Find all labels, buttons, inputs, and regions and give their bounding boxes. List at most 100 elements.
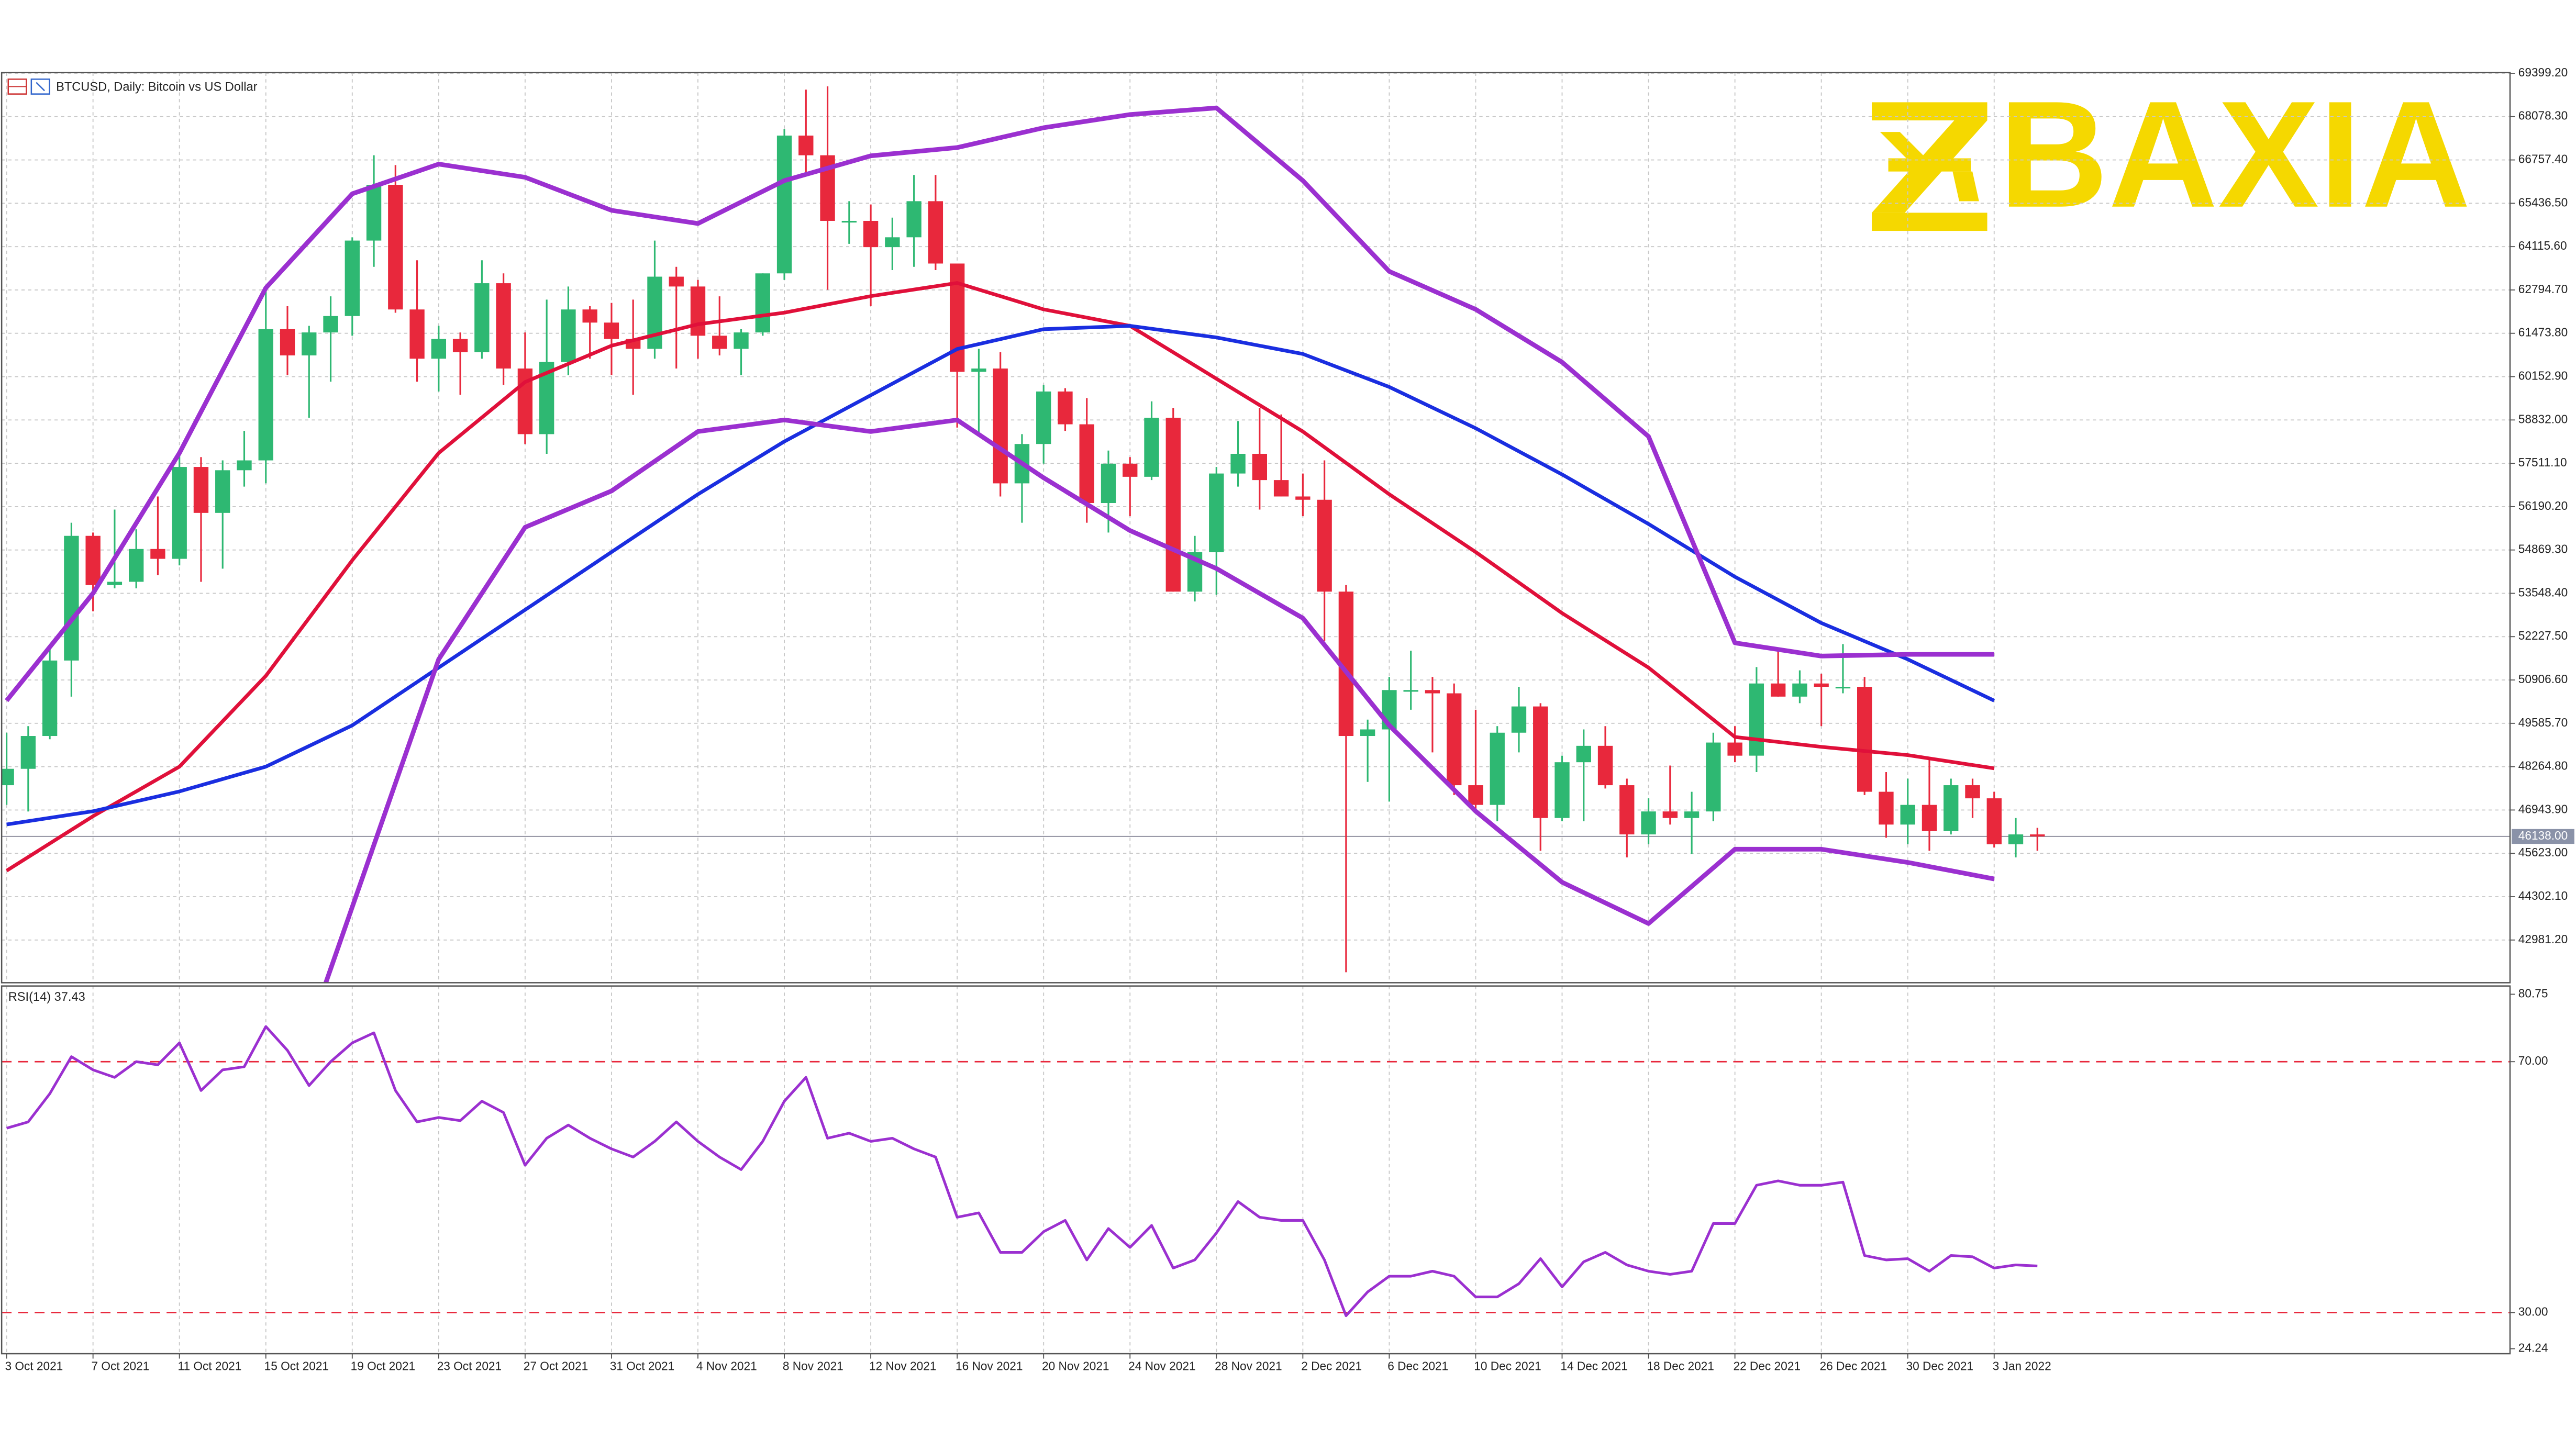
- rsi-title: RSI(14) 37.43: [8, 990, 85, 1004]
- y-tick-label: 53548.40: [2518, 585, 2568, 599]
- candle-body: [1036, 391, 1051, 444]
- candle-body: [1770, 683, 1786, 697]
- x-tick-label: 15 Oct 2021: [264, 1359, 329, 1372]
- candle-body: [1360, 729, 1375, 736]
- candle-body: [906, 201, 921, 238]
- y-tick-label: 52227.50: [2518, 629, 2568, 642]
- x-tick-label: 8 Nov 2021: [783, 1359, 843, 1372]
- candle-body: [712, 336, 727, 349]
- candle-body: [2030, 834, 2045, 836]
- candle-body: [1533, 706, 1548, 818]
- candle-body: [1597, 745, 1613, 786]
- y-tick-label: 42981.20: [2518, 932, 2568, 946]
- candle-body: [1576, 745, 1591, 763]
- x-tick-label: 27 Oct 2021: [524, 1359, 588, 1372]
- x-tick-label: 24 Nov 2021: [1128, 1359, 1195, 1372]
- candle-body: [1900, 805, 1915, 825]
- candle-body: [20, 736, 36, 769]
- x-tick-label: 26 Dec 2021: [1819, 1359, 1886, 1372]
- y-tick-label: 64115.60: [2518, 239, 2567, 252]
- candle-body: [1144, 418, 1159, 477]
- x-tick-label: 23 Oct 2021: [437, 1359, 502, 1372]
- candle-body: [582, 309, 597, 323]
- y-tick-label: 70.00: [2518, 1054, 2548, 1067]
- candle-body: [928, 201, 943, 264]
- candle-body: [129, 549, 144, 582]
- candle-body: [1641, 811, 1656, 835]
- candle-body: [409, 309, 425, 359]
- chart-header: BTCUSD, Daily: Bitcoin vs US Dollar: [56, 80, 258, 94]
- x-tick-label: 3 Jan 2022: [1993, 1359, 2051, 1372]
- candle-body: [690, 286, 706, 336]
- candle-body: [1555, 762, 1570, 818]
- candle-body: [107, 582, 123, 585]
- y-tick-label: 58832.00: [2518, 412, 2568, 426]
- candle-body: [42, 660, 58, 736]
- candle-body: [1079, 424, 1094, 504]
- candle-body: [1792, 683, 1807, 697]
- candle-body: [1101, 463, 1116, 504]
- candle-body: [172, 467, 187, 559]
- x-tick-label: 28 Nov 2021: [1215, 1359, 1282, 1372]
- x-tick-label: 2 Dec 2021: [1301, 1359, 1362, 1372]
- candle-body: [215, 470, 230, 513]
- candle-body: [993, 369, 1008, 484]
- x-tick-label: 22 Dec 2021: [1733, 1359, 1800, 1372]
- price-panel: [2, 86, 2511, 983]
- y-tick-label: 80.75: [2518, 986, 2548, 1000]
- y-tick-label: 54869.30: [2518, 542, 2568, 556]
- candle-body: [841, 220, 857, 223]
- candle-body: [258, 329, 273, 461]
- indicator-line: [5, 105, 1994, 702]
- candle-body: [1727, 742, 1742, 756]
- candle-body: [193, 467, 209, 513]
- candle-body: [561, 309, 576, 362]
- candle-body: [1252, 453, 1267, 481]
- x-tick-label: 14 Dec 2021: [1560, 1359, 1627, 1372]
- candle-body: [1879, 791, 1894, 825]
- candle-body: [388, 185, 403, 310]
- candle-body: [1295, 496, 1311, 500]
- header-icon: [7, 79, 50, 95]
- price-frame: [1, 72, 2511, 984]
- candle-body: [1123, 463, 1138, 477]
- candle-body: [1058, 391, 1073, 425]
- candle-body: [345, 240, 360, 316]
- rsi-frame: [1, 985, 2511, 1355]
- candle-body: [1986, 798, 2002, 844]
- y-tick-label: 44302.10: [2518, 889, 2568, 902]
- rsi-line: [6, 1025, 2038, 1318]
- x-tick-label: 4 Nov 2021: [696, 1359, 757, 1372]
- candle-body: [280, 329, 295, 355]
- candle-body: [1662, 811, 1678, 818]
- y-tick-label: 30.00: [2518, 1305, 2548, 1319]
- candle-body: [1684, 811, 1700, 818]
- last-price-label: 46138.00: [2518, 829, 2568, 842]
- candle-body: [1403, 690, 1418, 692]
- x-tick-label: 19 Oct 2021: [351, 1359, 415, 1372]
- x-tick-label: 16 Nov 2021: [956, 1359, 1023, 1372]
- x-tick-label: 6 Dec 2021: [1387, 1359, 1448, 1372]
- y-tick-label: 66757.40: [2518, 152, 2568, 166]
- candle-body: [1425, 690, 1440, 694]
- y-tick-label: 69399.20: [2518, 65, 2568, 79]
- candle-body: [755, 273, 770, 333]
- candle-body: [1317, 499, 1332, 592]
- candle-body: [1490, 732, 1505, 805]
- candle-body: [366, 185, 382, 241]
- y-tick-label: 61473.80: [2518, 326, 2568, 339]
- indicator-line: [6, 324, 1995, 827]
- candle-body: [1749, 683, 1764, 756]
- candle-body: [85, 535, 101, 585]
- candle-body: [150, 549, 165, 559]
- y-tick-label: 45623.00: [2518, 845, 2568, 859]
- candle-body: [734, 332, 749, 349]
- candle-body: [452, 339, 468, 352]
- candle-body: [1619, 785, 1635, 835]
- candle-body: [1922, 805, 1937, 831]
- candle-body: [1835, 687, 1851, 689]
- rsi-panel: [2, 1025, 2511, 1318]
- last-price-box: [2512, 829, 2574, 844]
